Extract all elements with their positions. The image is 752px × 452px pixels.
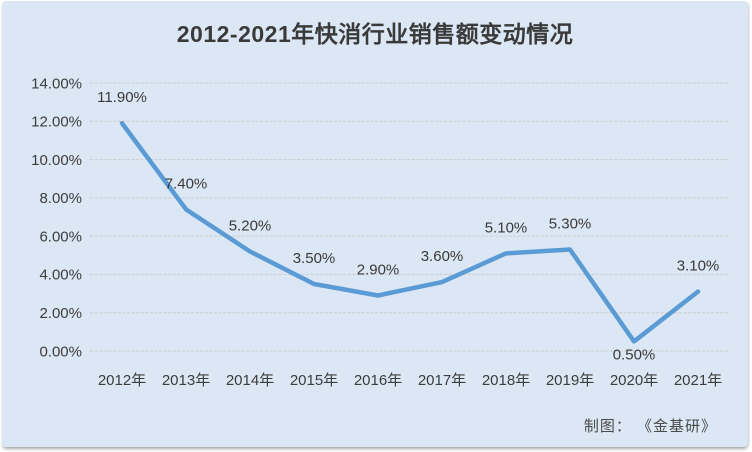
data-point-label: 5.30%: [549, 216, 592, 233]
data-point-label: 11.90%: [97, 89, 147, 106]
x-axis-tick-label: 2020年: [610, 372, 658, 389]
data-point-label: 2.90%: [357, 261, 400, 278]
data-point-label: 5.20%: [229, 217, 272, 234]
x-axis-tick-label: 2017年: [418, 372, 466, 389]
data-line: [119, 120, 701, 344]
y-axis-tick-label: 8.00%: [39, 190, 82, 207]
data-point-label: 3.50%: [293, 250, 336, 267]
x-axis-tick-label: 2019年: [546, 372, 594, 389]
y-axis-tick-label: 12.00%: [31, 114, 82, 131]
data-point-label: 3.60%: [421, 248, 464, 265]
y-axis-tick-label: 6.00%: [39, 228, 82, 245]
x-axis-tick-label: 2012年: [98, 372, 146, 389]
data-point-label: 0.50%: [613, 346, 656, 363]
x-axis-tick-label: 2021年: [674, 372, 722, 389]
data-point-label: 3.10%: [677, 258, 720, 275]
x-axis-tick-label: 2018年: [482, 372, 530, 389]
data-point-label: 5.10%: [485, 219, 528, 236]
x-axis-tick-label: 2015年: [290, 372, 338, 389]
y-axis-tick-label: 0.00%: [39, 343, 82, 360]
x-axis-tick-label: 2014年: [226, 372, 274, 389]
y-axis-tick-label: 2.00%: [39, 305, 82, 322]
chart-card: 2012-2021年快消行业销售额变动情况 0.00% 2.00% 4.00% 6.0…: [2, 1, 748, 447]
y-axis-tick-label: 14.00%: [31, 75, 82, 92]
credit-label: 制图： 《金基研》: [583, 418, 717, 435]
y-axis-tick-label: 10.00%: [31, 152, 82, 169]
y-axis-tick-label: 4.00%: [39, 267, 82, 284]
chart-title: 2012-2021年快消行业销售额变动情况: [176, 21, 574, 47]
x-axis-tick-label: 2016年: [354, 372, 402, 389]
x-axis-tick-label: 2013年: [162, 372, 210, 389]
data-point-label: 7.40%: [165, 175, 208, 192]
